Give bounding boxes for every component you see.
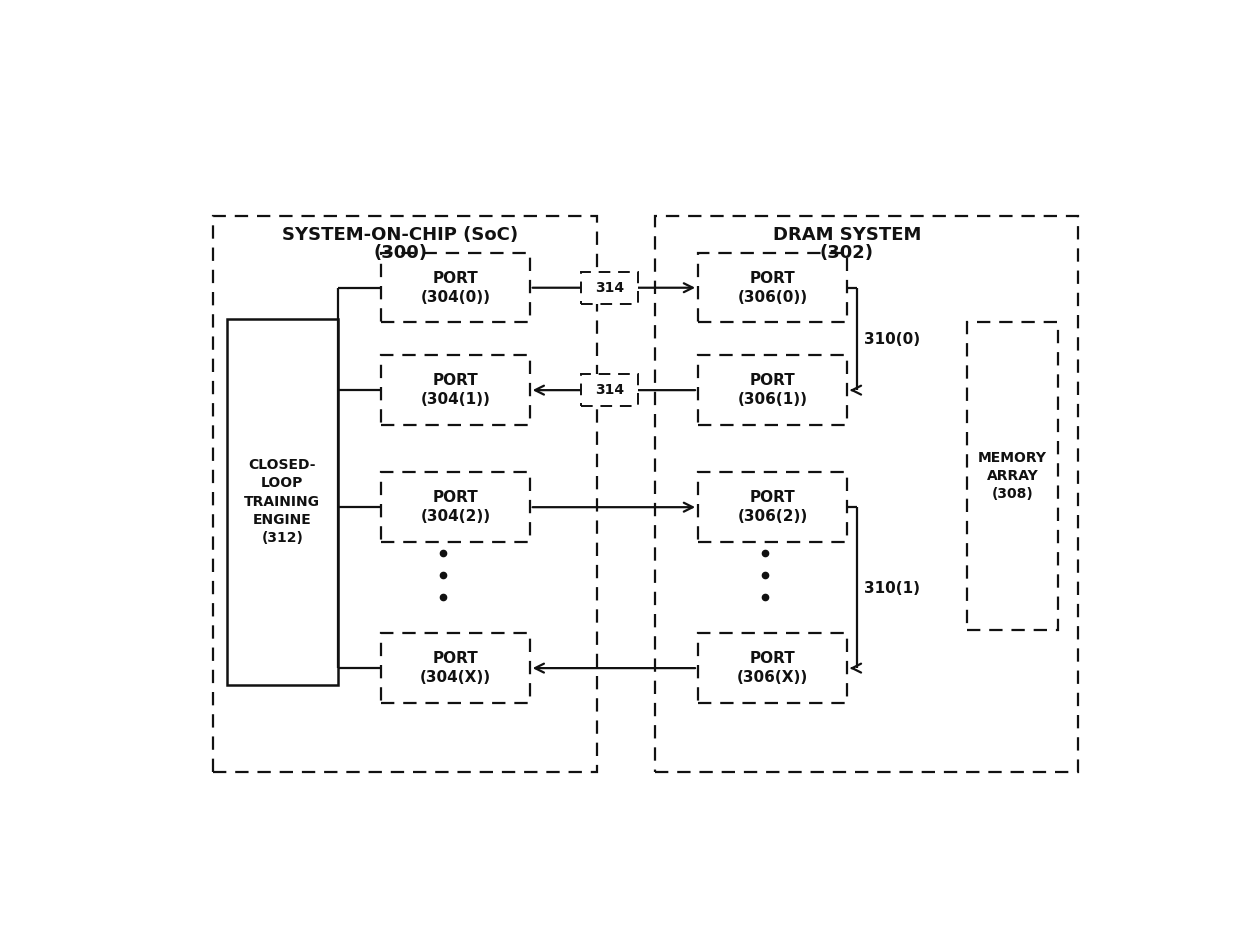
Text: 314: 314 [595, 383, 624, 397]
Bar [698, 634, 847, 703]
Text: PORT
(306(1)): PORT (306(1)) [738, 373, 807, 407]
Bar [655, 217, 1078, 772]
Bar [580, 374, 639, 407]
Text: PORT
(304(X)): PORT (304(X)) [420, 652, 491, 685]
Text: DRAM SYSTEM: DRAM SYSTEM [773, 226, 921, 244]
Text: PORT
(306(0)): PORT (306(0)) [738, 271, 807, 305]
Bar [381, 472, 529, 541]
Bar [381, 253, 529, 322]
Text: 310(0): 310(0) [864, 332, 920, 347]
Text: PORT
(304(1)): PORT (304(1)) [420, 373, 490, 407]
Bar [227, 319, 337, 685]
Text: CLOSED-
LOOP
TRAINING
ENGINE
(312): CLOSED- LOOP TRAINING ENGINE (312) [244, 458, 320, 545]
Bar [698, 253, 847, 322]
Bar [698, 355, 847, 425]
Text: SYSTEM-ON-CHIP (SoC): SYSTEM-ON-CHIP (SoC) [281, 226, 518, 244]
Text: PORT
(306(X)): PORT (306(X)) [737, 652, 808, 685]
Text: (300): (300) [373, 244, 427, 262]
Bar [967, 322, 1058, 630]
Bar [213, 217, 598, 772]
Text: MEMORY
ARRAY
(308): MEMORY ARRAY (308) [978, 450, 1048, 502]
Text: PORT
(304(0)): PORT (304(0)) [420, 271, 490, 305]
Bar [698, 472, 847, 541]
Bar [381, 355, 529, 425]
Text: 310(1): 310(1) [864, 580, 920, 596]
Text: PORT
(304(2)): PORT (304(2)) [420, 490, 490, 524]
Text: 314: 314 [595, 281, 624, 294]
Bar [381, 634, 529, 703]
Text: (302): (302) [820, 244, 874, 262]
Bar [580, 272, 639, 304]
Text: PORT
(306(2)): PORT (306(2)) [738, 490, 807, 524]
